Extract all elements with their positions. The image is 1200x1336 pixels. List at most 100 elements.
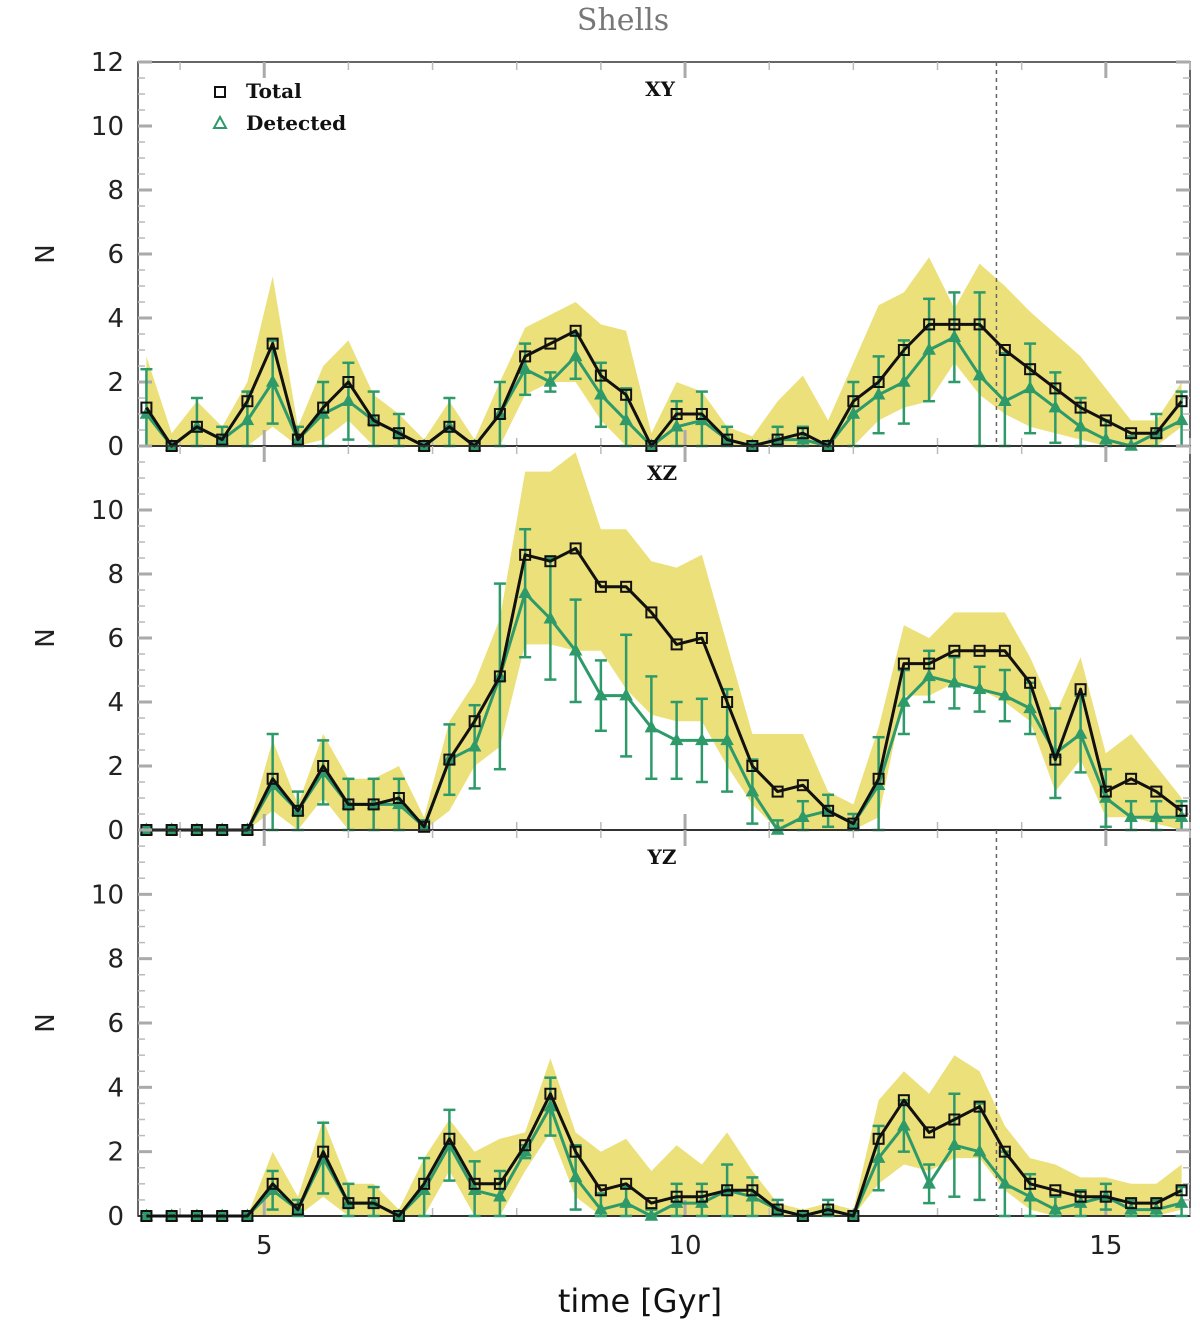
total-point [569, 1145, 582, 1158]
detected-point [897, 1118, 911, 1131]
detected-point [1073, 726, 1088, 739]
total-point [266, 772, 279, 785]
panel-label: XY [645, 77, 676, 101]
total-point [670, 1190, 683, 1203]
total-point [645, 1197, 658, 1210]
y-axis-label: N [31, 1013, 61, 1032]
y-axis-label: N [31, 628, 61, 647]
total-point [771, 1203, 784, 1216]
total-point [165, 1210, 178, 1222]
detected-point [265, 374, 280, 387]
detected-point [998, 1176, 1012, 1189]
total-point [973, 1100, 986, 1113]
total-point [392, 1210, 405, 1222]
detected-point [745, 784, 760, 797]
confidence-band [146, 452, 1182, 830]
y-tick-label: 2 [107, 368, 124, 398]
total-point [1099, 785, 1112, 798]
total-point [140, 401, 153, 414]
total-point [897, 344, 910, 356]
y-tick-label: 4 [107, 1073, 124, 1103]
total-point [342, 798, 355, 811]
panel-xz: 0 2 4 6 8 10 XZ N [31, 444, 1191, 846]
y-tick-label: 8 [107, 560, 124, 590]
total-point [1125, 772, 1138, 785]
legend-detected-marker [212, 114, 228, 129]
total-point [569, 324, 582, 337]
detected-point [922, 668, 936, 682]
total-point [1049, 382, 1062, 395]
total-point [1125, 427, 1138, 440]
total-point [1099, 414, 1112, 427]
detected-point [619, 1195, 633, 1208]
y-tick-label: 6 [107, 624, 124, 654]
detected-point [594, 387, 608, 400]
total-point [594, 1184, 607, 1197]
detected-point [619, 412, 633, 426]
total-point [1175, 395, 1188, 408]
total-point [1125, 1197, 1138, 1210]
total-point [1175, 1184, 1188, 1197]
detected-point [568, 348, 583, 362]
x-tick-label: 5 [256, 1231, 273, 1261]
y-tick-label: 0 [107, 432, 124, 462]
total-point [291, 433, 304, 446]
total-point [721, 1184, 734, 1197]
total-point [771, 785, 784, 798]
detected-point [644, 720, 659, 733]
total-point [796, 779, 809, 792]
y-tick-label: 0 [107, 1202, 124, 1232]
total-point [443, 1132, 456, 1145]
total-point [897, 657, 910, 670]
detected-point [972, 368, 987, 381]
total-point [796, 1210, 809, 1222]
detected-point [543, 1099, 558, 1112]
total-point [645, 606, 658, 619]
y-tick-label: 12 [91, 48, 124, 78]
total-point [822, 1203, 835, 1216]
total-point [317, 401, 330, 414]
total-point [367, 1197, 380, 1210]
total-point [721, 433, 734, 446]
total-point [746, 1184, 759, 1197]
detected-point [897, 694, 911, 707]
detected-point [1073, 419, 1088, 432]
total-point [923, 318, 936, 331]
total-point [594, 580, 607, 593]
detected-point [947, 1137, 962, 1150]
total-point [847, 817, 860, 830]
total-point [519, 548, 532, 561]
total-point [998, 344, 1011, 356]
total-point [493, 1177, 506, 1190]
total-point [771, 433, 784, 446]
total-point [1024, 1177, 1037, 1190]
detected-point [543, 374, 558, 387]
detected-point [518, 361, 532, 374]
detected-point [341, 393, 356, 406]
detected-point [543, 611, 558, 624]
detected-point [240, 412, 255, 426]
total-point [973, 644, 986, 657]
total-point [418, 1177, 431, 1190]
chart-title: Shells [577, 3, 669, 38]
panel-label: XZ [647, 461, 677, 485]
total-point [392, 792, 405, 804]
detected-point [871, 1150, 886, 1163]
panel-yz: 0 2 4 6 8 10 YZ N [31, 828, 1191, 1232]
total-point [620, 1177, 633, 1190]
total-point [317, 760, 330, 772]
detected-point [947, 675, 962, 688]
total-point [519, 350, 532, 363]
detected-point [796, 809, 810, 822]
x-tick-label: 15 [1089, 1231, 1122, 1261]
total-point [872, 376, 885, 388]
total-point [721, 696, 734, 708]
y-tick-label: 10 [91, 880, 124, 910]
total-point [493, 408, 506, 420]
y-tick-label: 8 [107, 176, 124, 206]
detected-point [669, 732, 684, 746]
total-point [291, 804, 304, 817]
total-point [367, 414, 380, 427]
total-point [569, 542, 582, 555]
total-point [948, 1113, 961, 1126]
